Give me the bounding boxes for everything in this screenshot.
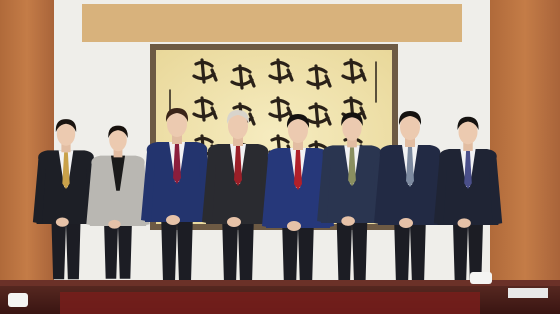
hand (458, 218, 471, 228)
hand (341, 216, 355, 226)
papers (508, 288, 548, 298)
table-cloth (60, 292, 480, 314)
hand (166, 215, 180, 225)
wood-panel-left (0, 0, 54, 290)
cup (470, 272, 492, 284)
page: {} html, body { margin: 0; padding: 0; w… (0, 0, 560, 314)
hand (108, 220, 120, 229)
hand (56, 218, 69, 227)
cup (8, 293, 28, 307)
hand (399, 218, 413, 228)
wood-panel-top (82, 4, 462, 42)
wood-panel-right (490, 0, 560, 290)
body: (() => { const svg = document.getElement… (0, 0, 560, 314)
photo (0, 0, 560, 314)
hand (287, 221, 301, 231)
hand (227, 217, 241, 227)
